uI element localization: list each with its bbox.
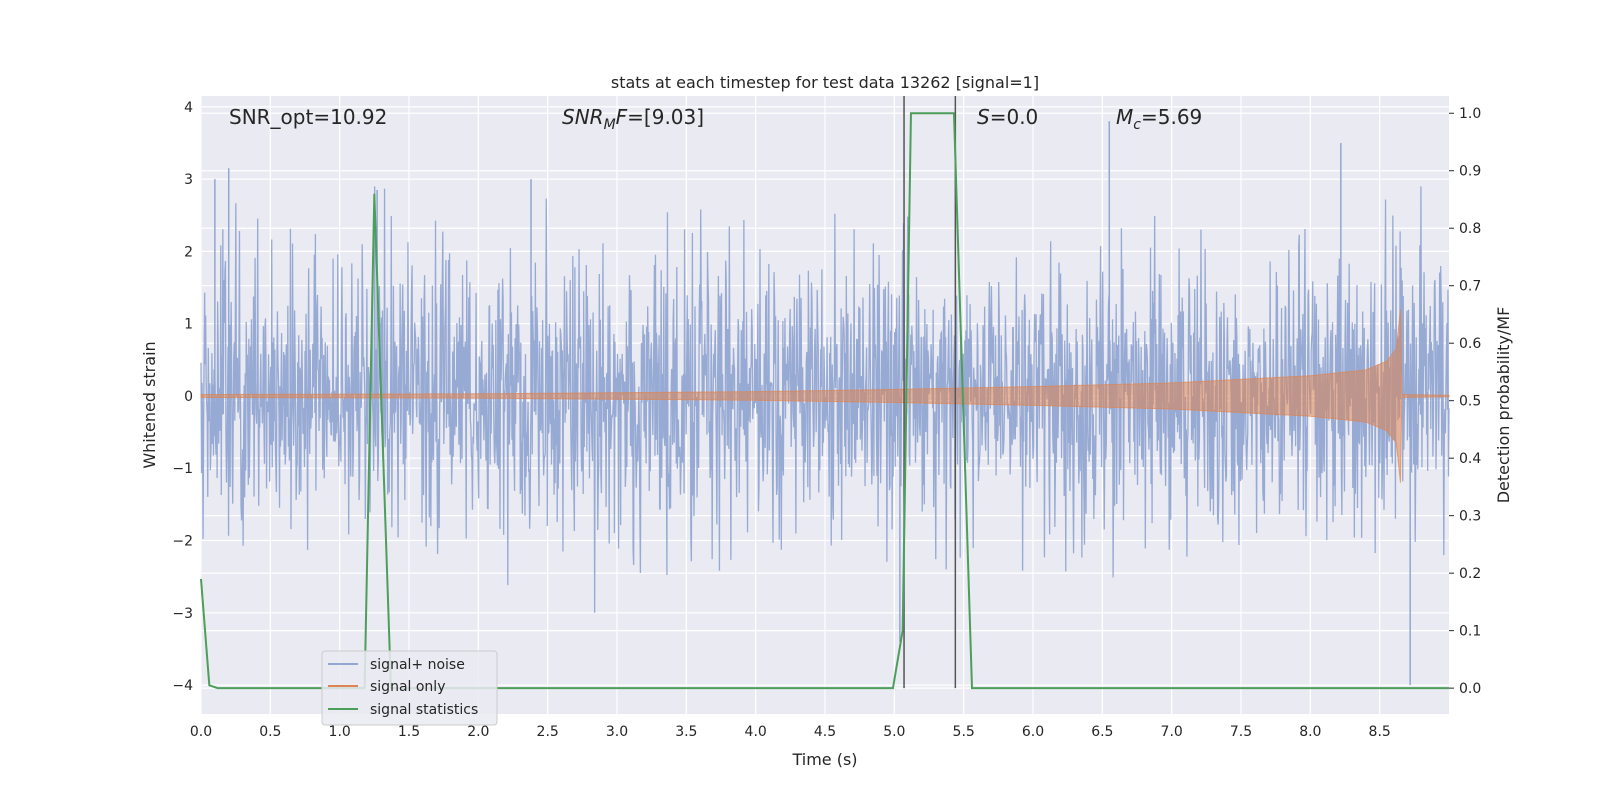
legend-box xyxy=(321,650,498,726)
x-tick-label: 3.5 xyxy=(675,724,697,740)
y-tick-label-right: 0.2 xyxy=(1459,566,1481,582)
x-tick-label: 5.0 xyxy=(883,724,905,740)
y-tick-label-right: 0.7 xyxy=(1459,279,1481,295)
y-tick-label-right: 0.4 xyxy=(1459,451,1481,467)
y-tick-label-left: −2 xyxy=(172,534,193,550)
x-tick-label: 7.5 xyxy=(1230,724,1252,740)
x-tick-label: 8.5 xyxy=(1369,724,1391,740)
tick-labels: 0.0 0.5 1.0 1.5 2.0 2.5 3.0 3.5 4.0 4.5 5.0 5.5 6.0 6… xyxy=(172,100,1481,740)
x-tick-label: 7.0 xyxy=(1161,724,1183,740)
x-tick-label: 0.5 xyxy=(259,724,281,740)
y-axis-label-right: Detection probability/MF xyxy=(1494,307,1513,504)
y-tick-label-right: 0.6 xyxy=(1459,336,1481,352)
x-tick-label: 6.5 xyxy=(1091,724,1113,740)
y-axis-label-left: Whitened strain xyxy=(140,341,159,468)
y-tick-label-right: 0.9 xyxy=(1459,164,1481,180)
legend: signal+ noise signal only signal statist… xyxy=(321,650,498,726)
x-tick-label: 1.5 xyxy=(398,724,420,740)
y-tick-label-left: 4 xyxy=(184,100,193,116)
y-tick-label-right: 1.0 xyxy=(1459,106,1481,122)
y-tick-label-right: 0.1 xyxy=(1459,624,1481,640)
legend-label-signal: signal only xyxy=(370,679,445,695)
y-tick-label-right: 0.8 xyxy=(1459,221,1481,237)
annotation-chirp-mass: Mc=5.69 xyxy=(1116,105,1202,133)
y-tick-label-left: 3 xyxy=(184,172,193,188)
y-tick-label-right: 0.0 xyxy=(1459,681,1481,697)
x-tick-label: 5.5 xyxy=(953,724,975,740)
x-tick-label: 6.0 xyxy=(1022,724,1044,740)
x-tick-label: 2.0 xyxy=(467,724,489,740)
y-tick-label-right: 0.3 xyxy=(1459,509,1481,525)
x-tick-label: 2.5 xyxy=(537,724,559,740)
legend-label-stats: signal statistics xyxy=(370,702,478,718)
y-tick-label-left: 0 xyxy=(184,389,193,405)
x-tick-label: 4.0 xyxy=(745,724,767,740)
signal-envelope xyxy=(200,309,1450,483)
y-tick-label-left: −3 xyxy=(172,606,193,622)
chart-title: stats at each timestep for test data 132… xyxy=(611,73,1039,92)
signal-only-series xyxy=(200,309,1450,483)
y-tick-label-left: −1 xyxy=(172,461,193,477)
y-tick-label-left: −4 xyxy=(172,678,193,694)
annotation-s-stat: S=0.0 xyxy=(977,105,1038,129)
x-tick-label: 3.0 xyxy=(606,724,628,740)
legend-label-noise: signal+ noise xyxy=(370,657,465,673)
y-tick-label-left: 1 xyxy=(184,317,193,333)
y-tick-label-right: 0.5 xyxy=(1459,394,1481,410)
annotation-snr-mf: SNRMF=[9.03] xyxy=(562,105,704,133)
x-tick-label: 0.0 xyxy=(190,724,212,740)
x-axis-label: Time (s) xyxy=(791,750,857,769)
x-tick-label: 8.0 xyxy=(1299,724,1321,740)
y-tick-label-left: 2 xyxy=(184,244,193,260)
annotation-snr-opt: SNR_opt=10.92 xyxy=(229,105,387,129)
x-tick-label: 1.0 xyxy=(329,724,351,740)
x-tick-label: 4.5 xyxy=(814,724,836,740)
